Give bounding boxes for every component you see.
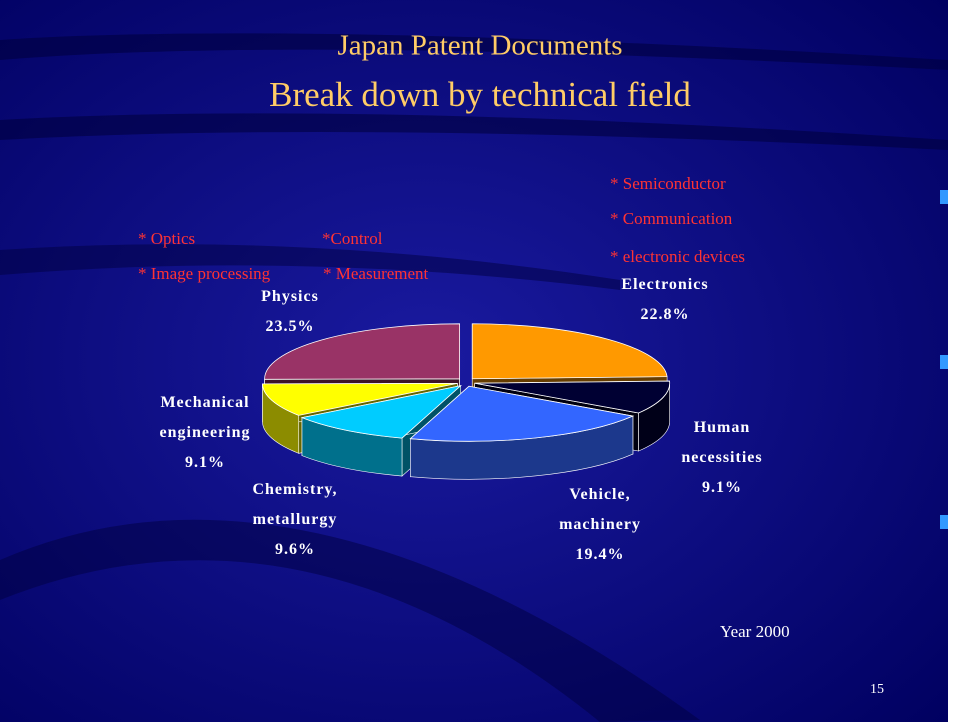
chart-subtitle: Break down by technical field [269, 75, 691, 114]
category-label: Mechanical engineering [135, 388, 275, 448]
footnote: Year 2000 [720, 622, 790, 641]
edge-mark [940, 355, 948, 369]
edge-mark [940, 190, 948, 204]
annotation: * Semiconductor [610, 174, 726, 193]
annotation: * Image processing [138, 264, 271, 283]
value-label: 9.6% [220, 535, 370, 565]
value-label: 22.8% [590, 300, 740, 330]
category-label: Electronics [590, 270, 740, 300]
annotation: * electronic devices [610, 247, 745, 266]
category-label: Chemistry, metallurgy [220, 475, 370, 535]
annotation: * Communication [610, 209, 733, 228]
annotation: *Control [322, 229, 383, 248]
value-label: 23.5% [230, 312, 350, 342]
value-label: 19.4% [530, 540, 670, 570]
chart-title: Japan Patent Documents [337, 30, 622, 62]
category-label: Human necessities [657, 413, 787, 473]
category-label: Physics [230, 282, 350, 312]
edge-mark [940, 515, 948, 529]
annotation: * Optics [138, 229, 195, 248]
category-label: Vehicle, machinery [530, 480, 670, 540]
page-number: 15 [870, 682, 884, 697]
value-label: 9.1% [657, 473, 787, 503]
value-label: 9.1% [135, 448, 275, 478]
annotation: * Measurement [323, 264, 429, 283]
